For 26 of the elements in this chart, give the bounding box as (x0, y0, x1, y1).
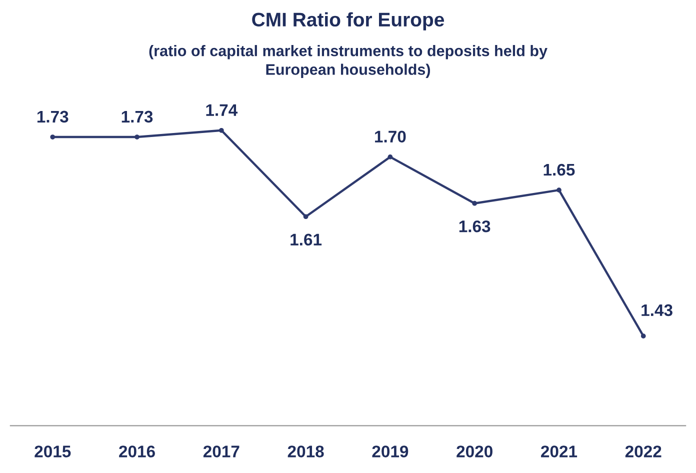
data-label: 1.63 (459, 220, 490, 232)
point (50, 134, 56, 140)
point (218, 128, 224, 133)
x-tick-label: 2019 (372, 446, 408, 458)
point (472, 200, 478, 206)
data-label: 1.73 (122, 110, 153, 123)
point (388, 154, 393, 160)
data-label: 1.73 (37, 110, 68, 123)
x-tick-label: 2016 (119, 446, 155, 458)
x-tick-label: 2015 (34, 446, 71, 458)
x-tick-label: 2017 (203, 446, 240, 458)
point (303, 214, 308, 220)
data-label: 1.65 (544, 164, 575, 176)
data-label: 1.74 (206, 104, 238, 116)
x-tick-label: 2022 (625, 446, 662, 458)
chart-title: CMI Ratio for Europe (252, 12, 444, 30)
x-tick-label: 2018 (288, 446, 324, 458)
point (640, 334, 646, 338)
point (134, 134, 140, 140)
data-label: 1.61 (290, 234, 322, 246)
point (556, 188, 562, 193)
data-label: 1.43 (642, 304, 672, 316)
x-tick-label: 2021 (541, 446, 578, 458)
chart-subtitle: (ratio of capital market instruments to deposits held by European households) (149, 45, 548, 78)
x-tick-label: 2020 (456, 446, 492, 458)
data-label: 1.70 (375, 130, 406, 143)
